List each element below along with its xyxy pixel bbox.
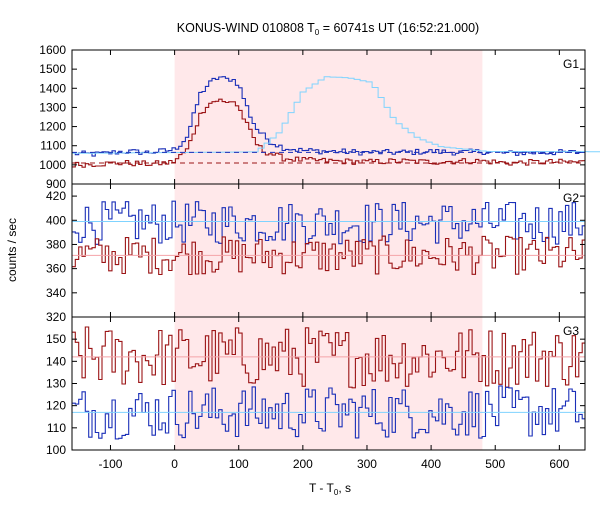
- y-tick-label: 100: [46, 443, 66, 457]
- x-tick-label: 500: [485, 457, 505, 471]
- x-tick-label: 0: [171, 457, 178, 471]
- y-axis-label: counts / sec: [5, 218, 19, 282]
- panel-label-G3: G3: [563, 324, 579, 338]
- y-tick-label: 1200: [39, 120, 66, 134]
- series-3-blue: [72, 385, 586, 440]
- x-tick-label: 600: [549, 457, 569, 471]
- y-tick-label: 110: [47, 421, 66, 435]
- y-tick-label: 320: [46, 310, 66, 324]
- y-tick-label: 1600: [39, 43, 66, 57]
- y-tick-label: 1500: [39, 62, 66, 76]
- plot-layer: 9001000110012001300140015001600G13203403…: [39, 43, 600, 471]
- x-tick-label: -100: [98, 457, 122, 471]
- y-tick-label: 1100: [40, 139, 66, 153]
- panel-label-G2: G2: [563, 191, 579, 205]
- y-tick-label: 380: [46, 237, 66, 251]
- y-tick-label: 120: [46, 399, 66, 413]
- y-tick-label: 360: [46, 262, 66, 276]
- y-tick-label: 1400: [39, 81, 66, 95]
- series-1-red: [72, 98, 586, 168]
- chart-title: KONUS-WIND 010808 T0 = 60741s UT (16:52:…: [177, 21, 479, 37]
- series-2-blue: [72, 200, 586, 245]
- y-tick-label: 130: [46, 377, 66, 391]
- y-tick-label: 900: [46, 177, 66, 191]
- panel-frame-G3: [71, 316, 586, 451]
- x-axis-label: T - T0, s: [309, 481, 351, 497]
- x-tick-label: 300: [357, 457, 377, 471]
- x-tick-label: 200: [293, 457, 313, 471]
- y-tick-label: 400: [46, 213, 66, 227]
- x-tick-label: 100: [229, 457, 249, 471]
- series-3-red: [72, 326, 586, 389]
- panel-label-G1: G1: [563, 57, 579, 71]
- y-tick-label: 1300: [39, 100, 66, 114]
- y-tick-label: 340: [46, 286, 66, 300]
- y-tick-label: 420: [46, 189, 66, 203]
- series-1-fit: [72, 76, 600, 154]
- y-tick-label: 140: [46, 354, 66, 368]
- x-tick-label: 400: [421, 457, 441, 471]
- y-tick-label: 150: [46, 332, 66, 346]
- y-tick-label: 1000: [39, 158, 66, 172]
